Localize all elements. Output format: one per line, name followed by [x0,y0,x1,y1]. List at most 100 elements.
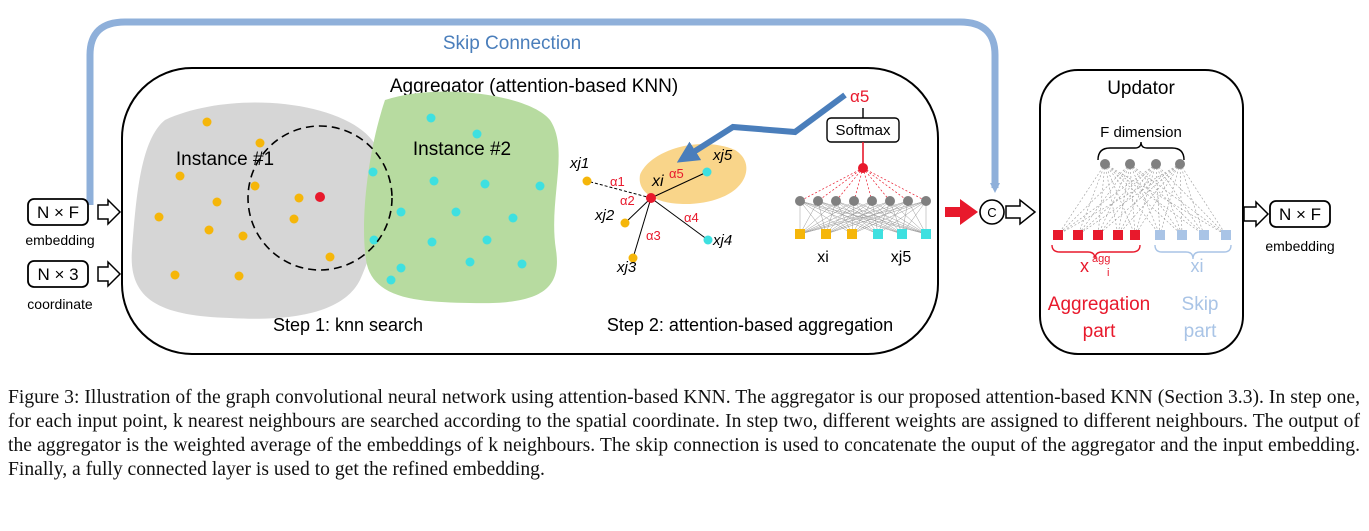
neighbor-edge [650,171,708,199]
updator-edge [1057,163,1181,236]
updator-edge [1057,163,1157,236]
alpha-label: α2 [620,193,635,208]
aggregation-brace [1051,244,1141,260]
updator-edge [1134,163,1157,236]
updator-edge [1155,163,1161,236]
mlp-edge [799,200,903,235]
updator-edge [1117,163,1157,236]
xagg-sup: agg [1092,253,1110,265]
coordinate-label: coordinate [27,296,93,312]
output-dim-label: N × F [1279,205,1321,224]
mlp-edge [851,200,909,235]
xagg-base: x [1080,256,1089,276]
updator-edge [1104,163,1183,236]
alpha-label: α4 [684,210,699,225]
updator-input-node [1199,230,1209,240]
mlp-edge [817,200,879,235]
alpha-label: α3 [646,228,661,243]
instance-2-point [517,259,527,269]
neighbor-point [703,235,713,245]
neighbor-point [582,176,592,186]
instance-2-point [480,179,490,189]
mlp-xj5-label: xj5 [891,249,912,266]
updator-input-node [1073,230,1083,240]
step2-caption: Step 2: attention-based aggregation [607,315,893,335]
mlp-input-node [897,229,907,239]
mlp-edge [799,200,879,235]
input-coordinate: N × 3 coordinate [27,260,122,312]
mlp-hidden-node [903,196,913,206]
softmax-label: Softmax [835,122,891,139]
xagg-sub: i [1107,267,1109,279]
mlp-edge [851,200,855,235]
neighbor-label: xj1 [569,155,589,172]
mlp-hidden-node [867,196,877,206]
instance-2-point [396,263,406,273]
mlp-edge [835,200,853,235]
attention-arrow [676,92,847,163]
mlp-edge [799,200,873,235]
neighbor-points: xj1 α1 xj2 α2 xj3 α3 xj4 α4 xj5 α5 [569,147,733,276]
mlp-edge [799,200,819,235]
updator-edge [1057,163,1131,236]
skip-brace [1154,244,1232,260]
mlp-edge [871,200,927,235]
updator-input-node [1130,230,1140,240]
skip-connection-label: Skip Connection [443,33,581,54]
mlp-hidden-node [921,196,931,206]
mlp-edge [799,200,837,235]
mlp-top-edge [862,167,891,202]
updator-edge [1179,163,1227,236]
neighbor-point [702,167,712,177]
mlp-edge [799,200,927,235]
instance-1-point [212,197,222,207]
instance-2-point [472,129,482,139]
neighbor-edge [586,180,652,199]
instance-2-point [386,275,396,285]
mlp-input-node [795,229,805,239]
xagg-label: x agg i [1080,253,1110,279]
neighbor-point [628,253,638,263]
concat-node [979,199,1005,225]
updator-hidden-node [1100,159,1110,169]
updator-edge [1159,163,1181,236]
updator-input-node [1053,230,1063,240]
updator-edge [1179,163,1183,236]
instance-1-point [234,271,244,281]
instance-2-point [396,207,406,217]
mlp-edge [877,200,927,235]
mlp-network [795,163,931,239]
mlp-hidden-node [885,196,895,206]
mlp-edge [835,200,903,235]
updator-edge [1155,163,1205,236]
neighbor-edge [650,197,709,241]
mlp-edge [889,200,903,235]
instance-2-point [482,235,492,245]
output-arrow [1243,200,1270,228]
figure-caption: Figure 3: Illustration of the graph conv… [8,387,1360,480]
instance-1-point [202,117,212,127]
instance-2-point [465,257,475,267]
updator-edge [1097,163,1131,236]
updator-edge [1057,163,1106,236]
mlp-top-edge [835,167,864,202]
instance-1-point [204,225,214,235]
updator-edge [1104,163,1136,236]
neighbor-label: xj4 [712,232,732,249]
point-cloud [154,113,545,285]
neighbor-label: xj2 [594,207,615,224]
updator-edge [1129,163,1161,236]
mlp-top-edge [862,167,909,202]
mlp-edge [853,200,879,235]
mlp-output-node [858,163,868,173]
neighbor-edge [632,197,652,259]
neighbor-edges [586,171,709,259]
embedding-dim-label: N × F [37,203,79,222]
mlp-edge [851,200,873,235]
input-embedding: N × F embedding [25,198,122,248]
mlp-edge [825,200,855,235]
mlp-edge [799,200,909,235]
output-embedding-label: embedding [1265,238,1334,254]
updator-edge [1129,163,1205,236]
mlp-edge [835,200,927,235]
